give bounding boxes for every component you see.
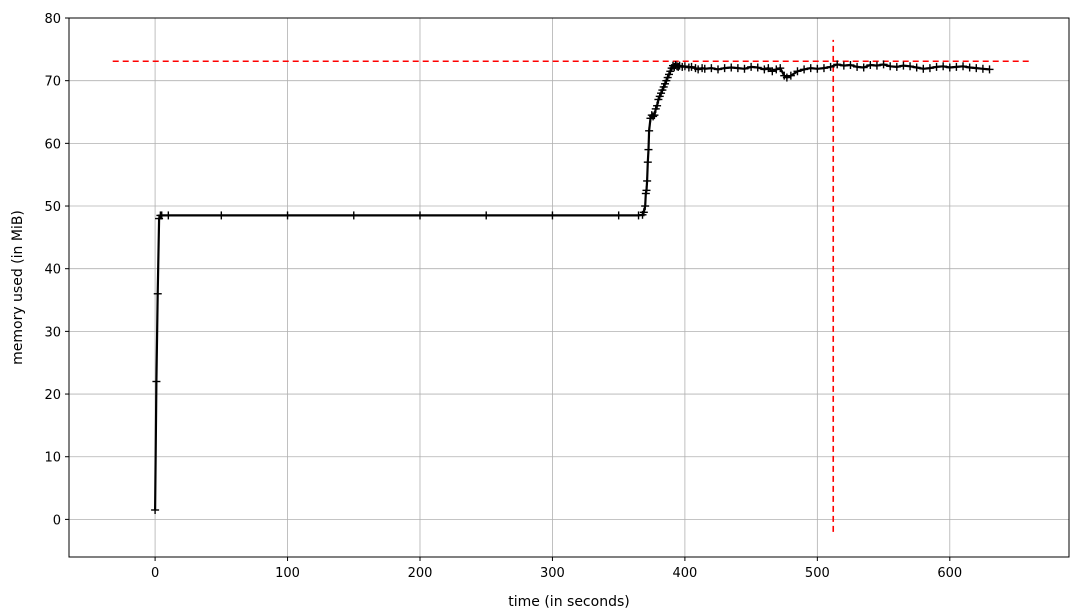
- grid-lines: [69, 17, 1069, 557]
- data-point-marker: [985, 65, 994, 74]
- y-tick-label: 70: [44, 75, 61, 90]
- data-point-marker: [776, 64, 785, 73]
- data-point-marker: [925, 64, 934, 73]
- data-point-marker: [772, 65, 781, 74]
- data-point-marker: [782, 73, 791, 82]
- data-point-marker: [649, 112, 658, 121]
- y-axis-ticks: 0 10 20 30 40 50 60 70 80: [44, 12, 69, 528]
- data-point-marker: [859, 63, 868, 72]
- y-tick-label: 60: [44, 137, 61, 152]
- x-tick-label: 200: [408, 566, 433, 581]
- memory-series-line: [154, 63, 990, 511]
- data-point-marker: [283, 211, 292, 220]
- x-tick-label: 400: [672, 566, 697, 581]
- data-point-marker: [548, 211, 557, 220]
- data-point-marker: [482, 211, 491, 220]
- y-tick-label: 10: [44, 451, 61, 466]
- plot-area-frame: [68, 17, 1070, 558]
- x-axis-label: time (in seconds): [508, 594, 629, 610]
- y-tick-label: 40: [44, 263, 61, 278]
- data-point-marker: [707, 64, 716, 73]
- data-point-marker: [872, 61, 881, 70]
- y-tick-label: 0: [53, 513, 61, 528]
- x-tick-label: 100: [275, 566, 300, 581]
- data-point-marker: [152, 377, 161, 386]
- data-point-marker: [714, 65, 723, 74]
- data-point-marker: [959, 62, 968, 71]
- x-tick-label: 0: [151, 566, 159, 581]
- data-point-marker: [833, 60, 842, 69]
- data-point-marker: [653, 101, 662, 110]
- y-tick-label: 30: [44, 325, 61, 340]
- data-point-marker: [800, 65, 809, 74]
- data-point-marker: [641, 202, 650, 211]
- y-tick-label: 20: [44, 388, 61, 403]
- data-point-marker: [740, 64, 749, 73]
- data-point-marker: [151, 505, 160, 514]
- data-point-marker: [639, 208, 648, 217]
- data-point-marker: [793, 67, 802, 76]
- y-axis-label: memory used (in MiB): [10, 210, 26, 365]
- data-point-marker: [753, 63, 762, 72]
- data-point-marker: [217, 211, 226, 220]
- data-point-marker: [892, 62, 901, 71]
- data-point-marker: [644, 145, 653, 154]
- data-point-marker: [643, 176, 652, 185]
- data-point-marker: [879, 60, 888, 69]
- data-point-marker: [614, 211, 623, 220]
- data-point-marker: [650, 111, 659, 120]
- data-point-marker: [939, 62, 948, 71]
- data-point-marker: [760, 65, 769, 74]
- data-point-marker: [415, 211, 424, 220]
- data-point-marker: [164, 211, 173, 220]
- y-tick-label: 50: [44, 200, 61, 215]
- data-point-marker: [645, 126, 654, 135]
- data-point-marker: [846, 61, 855, 70]
- data-point-marker: [819, 64, 828, 73]
- data-point-marker: [349, 211, 358, 220]
- data-point-marker: [786, 71, 795, 80]
- x-tick-label: 300: [540, 566, 565, 581]
- data-point-marker: [642, 186, 651, 195]
- x-tick-label: 600: [937, 566, 962, 581]
- data-point-marker: [906, 62, 915, 71]
- series-layer: [151, 60, 994, 514]
- data-point-marker: [826, 62, 835, 71]
- x-tick-label: 500: [805, 566, 830, 581]
- data-point-marker: [153, 289, 162, 298]
- data-point-marker: [687, 62, 696, 71]
- data-point-marker: [912, 63, 921, 72]
- data-point-marker: [643, 158, 652, 167]
- y-tick-label: 80: [44, 12, 61, 27]
- reference-lines: [112, 39, 1030, 532]
- data-point-marker: [768, 67, 777, 76]
- x-axis-ticks: 0 100 200 300 400 500 600: [151, 557, 962, 581]
